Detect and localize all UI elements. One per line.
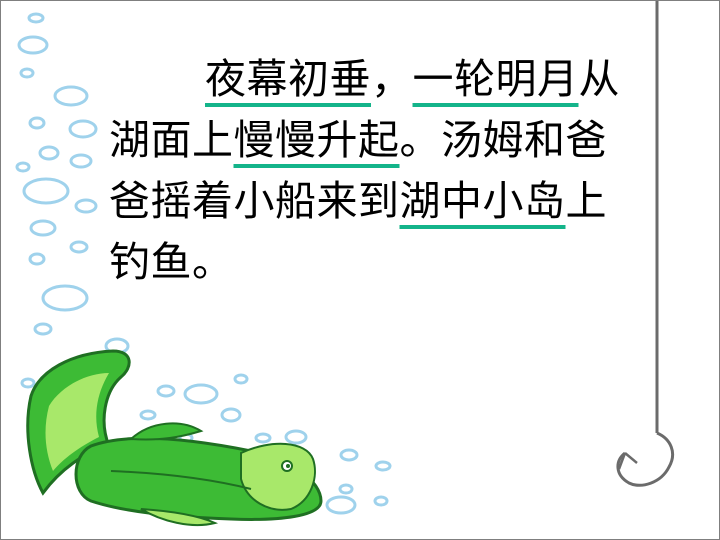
highlight-phrase-night-falls: 夜幕初垂 [205,55,371,103]
passage-line-3: 爸摇着小船来到湖中小岛上 [109,171,699,232]
highlight-phrase-island: 湖中小岛 [399,177,566,225]
story-passage: 夜幕初垂，一轮明月从 湖面上慢慢升起。汤姆和爸 爸摇着小船来到湖中小岛上 钓鱼。 [109,49,699,293]
highlight-phrase-slowly-rises: 慢慢升起 [233,116,400,164]
passage-text: ， [371,55,413,103]
fishing-hook-icon [616,1,674,487]
passage-text: 湖面上 [109,116,234,164]
passage-line-4: 钓鱼。 [109,232,699,293]
highlight-phrase-bright-moon: 一轮明月 [412,55,579,103]
passage-line-1: 夜幕初垂，一轮明月从 [109,49,699,110]
passage-text: 钓鱼。 [109,238,234,286]
passage-text: 上 [565,177,607,225]
passage-text: 爸摇着小船来到 [109,177,400,225]
bubble-icon [15,12,392,515]
fish-icon [26,349,323,527]
passage-text: 。汤姆和爸 [399,116,607,164]
passage-text: 从 [578,55,620,103]
passage-line-2: 湖面上慢慢升起。汤姆和爸 [109,110,699,171]
